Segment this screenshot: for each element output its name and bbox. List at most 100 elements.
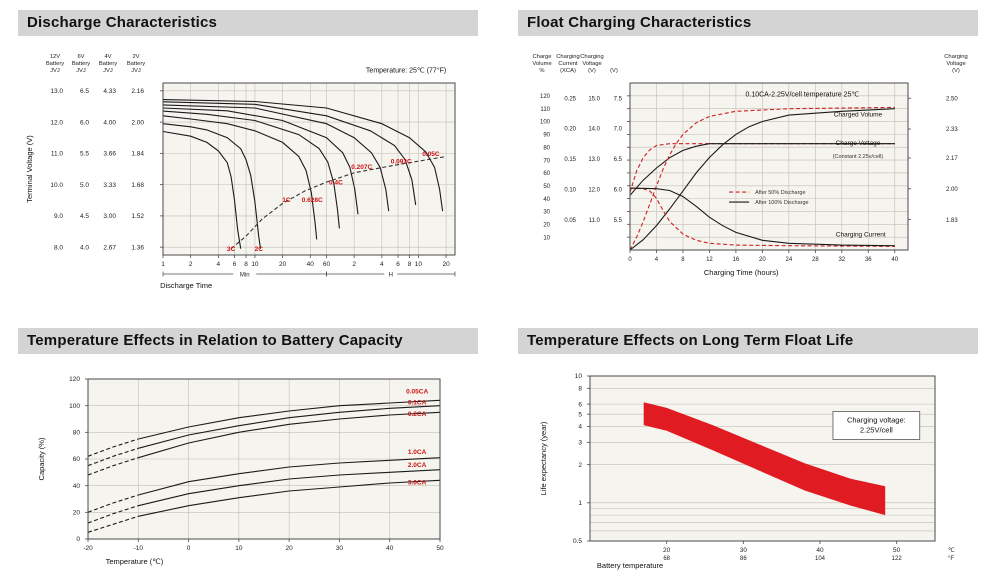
svg-text:15.0: 15.0: [588, 96, 600, 102]
svg-text:2: 2: [352, 261, 356, 268]
svg-text:11.0: 11.0: [51, 151, 64, 158]
svg-text:Volume: Volume: [532, 61, 551, 67]
svg-text:6.5: 6.5: [614, 157, 623, 163]
svg-text:Charge: Charge: [532, 54, 551, 60]
svg-text:2.16: 2.16: [131, 88, 144, 95]
svg-text:Battery temperature: Battery temperature: [597, 561, 663, 570]
svg-text:(XCA): (XCA): [560, 68, 576, 74]
float-life-chart: 20 68 30 86 40 104 50 122 ℃ °F Battery temperature…: [518, 356, 990, 583]
svg-text:13.0: 13.0: [588, 157, 600, 163]
svg-text:8: 8: [578, 385, 582, 392]
svg-text:80: 80: [73, 430, 81, 437]
svg-text:0.25: 0.25: [564, 96, 576, 102]
svg-text:40: 40: [891, 257, 898, 263]
svg-text:6.0: 6.0: [80, 119, 89, 126]
svg-text:20: 20: [759, 257, 766, 263]
section-title-bar-discharge: Discharge Characteristics: [18, 10, 478, 36]
svg-text:-20: -20: [83, 545, 93, 552]
svg-text:4: 4: [217, 261, 221, 268]
svg-text:0.15: 0.15: [564, 157, 576, 163]
svg-text:7.0: 7.0: [614, 127, 623, 133]
panel-discharge-characteristics: Discharge Characteristics 1 2 4 6 8 10 20 40 60 2…: [18, 10, 490, 323]
svg-text:50: 50: [543, 184, 550, 190]
svg-text:40: 40: [386, 545, 394, 552]
svg-text:120: 120: [69, 376, 80, 383]
svg-text:3.00: 3.00: [103, 213, 116, 220]
svg-text:1.52: 1.52: [131, 213, 144, 220]
svg-text:60: 60: [323, 261, 331, 268]
svg-text:Discharge Time: Discharge Time: [160, 281, 212, 290]
svg-text:80: 80: [543, 145, 550, 151]
svg-text:8: 8: [408, 261, 412, 268]
svg-text:100: 100: [540, 120, 551, 126]
svg-text:2.17: 2.17: [946, 156, 958, 162]
svg-text:Charging voltage:: Charging voltage:: [847, 416, 906, 425]
svg-text:1.84: 1.84: [131, 151, 144, 158]
svg-text:Temperature: 25℃ (77°F): Temperature: 25℃ (77°F): [366, 67, 446, 75]
svg-text:5.5: 5.5: [80, 151, 89, 158]
svg-text:4V: 4V: [104, 54, 111, 60]
svg-text:Terminal Voltage (V): Terminal Voltage (V): [25, 135, 34, 203]
svg-text:-10: -10: [134, 545, 144, 552]
svg-text:6: 6: [233, 261, 237, 268]
svg-text:16: 16: [733, 257, 740, 263]
svg-text:Capacity (%): Capacity (%): [37, 437, 46, 480]
svg-text:JVJ: JVJ: [76, 68, 86, 74]
panel-float-charging: Float Charging Characteristics 0 4 8 12 16 20…: [518, 10, 990, 323]
section-title: Float Charging Characteristics: [527, 14, 752, 31]
svg-text:12.0: 12.0: [50, 119, 63, 126]
svg-text:Battery: Battery: [99, 61, 117, 67]
svg-text:90: 90: [543, 133, 550, 139]
section-title: Discharge Characteristics: [27, 14, 218, 31]
svg-text:2C: 2C: [255, 246, 264, 253]
svg-text:104: 104: [815, 556, 826, 562]
svg-text:28: 28: [812, 257, 819, 263]
svg-text:(Constant 2.25v/cell): (Constant 2.25v/cell): [833, 154, 884, 160]
svg-text:122: 122: [892, 556, 903, 562]
svg-text:0.4C: 0.4C: [329, 180, 343, 187]
svg-text:7.5: 7.5: [614, 96, 623, 102]
svg-text:50: 50: [893, 547, 901, 554]
svg-text:6: 6: [578, 401, 582, 408]
svg-text:6.0: 6.0: [614, 187, 623, 193]
svg-text:Battery: Battery: [72, 61, 90, 67]
section-title-bar-float-charging: Float Charging Characteristics: [518, 10, 978, 36]
svg-text:1.36: 1.36: [131, 244, 144, 251]
svg-text:0.207C: 0.207C: [351, 164, 372, 171]
svg-text:Charging: Charging: [556, 54, 580, 60]
svg-text:10: 10: [415, 261, 423, 268]
svg-text:120: 120: [540, 94, 551, 100]
svg-text:12V: 12V: [50, 54, 60, 60]
svg-text:6.5: 6.5: [80, 88, 89, 95]
svg-text:6V: 6V: [77, 54, 84, 60]
svg-text:86: 86: [740, 556, 747, 562]
svg-text:10: 10: [543, 235, 550, 241]
svg-text:12: 12: [706, 257, 713, 263]
svg-text:Current: Current: [558, 61, 578, 67]
section-title: Temperature Effects in Relation to Batte…: [27, 332, 403, 349]
svg-text:11.0: 11.0: [589, 218, 601, 224]
svg-text:8.0: 8.0: [54, 244, 63, 251]
svg-text:3.0CA: 3.0CA: [408, 480, 427, 487]
svg-text:Charging: Charging: [944, 54, 968, 60]
svg-text:Min: Min: [240, 273, 250, 279]
svg-text:4.33: 4.33: [103, 88, 116, 95]
svg-text:0.10: 0.10: [564, 187, 576, 193]
svg-text:1.68: 1.68: [131, 182, 144, 189]
svg-text:0.628C: 0.628C: [302, 197, 323, 204]
svg-text:5.5: 5.5: [614, 218, 623, 224]
svg-text:10.0: 10.0: [50, 182, 63, 189]
svg-text:2.50: 2.50: [946, 96, 958, 102]
svg-text:30: 30: [336, 545, 344, 552]
svg-text:1C: 1C: [282, 197, 291, 204]
panel-float-life: Temperature Effects on Long Term Float L…: [518, 328, 990, 583]
svg-text:2.25V/cell: 2.25V/cell: [860, 426, 893, 435]
svg-text:40: 40: [816, 547, 824, 554]
svg-text:0.20: 0.20: [564, 127, 576, 133]
svg-text:36: 36: [865, 257, 872, 263]
svg-text:3.66: 3.66: [103, 151, 116, 158]
svg-text:100: 100: [69, 403, 80, 410]
svg-text:0.2CA: 0.2CA: [408, 411, 427, 418]
